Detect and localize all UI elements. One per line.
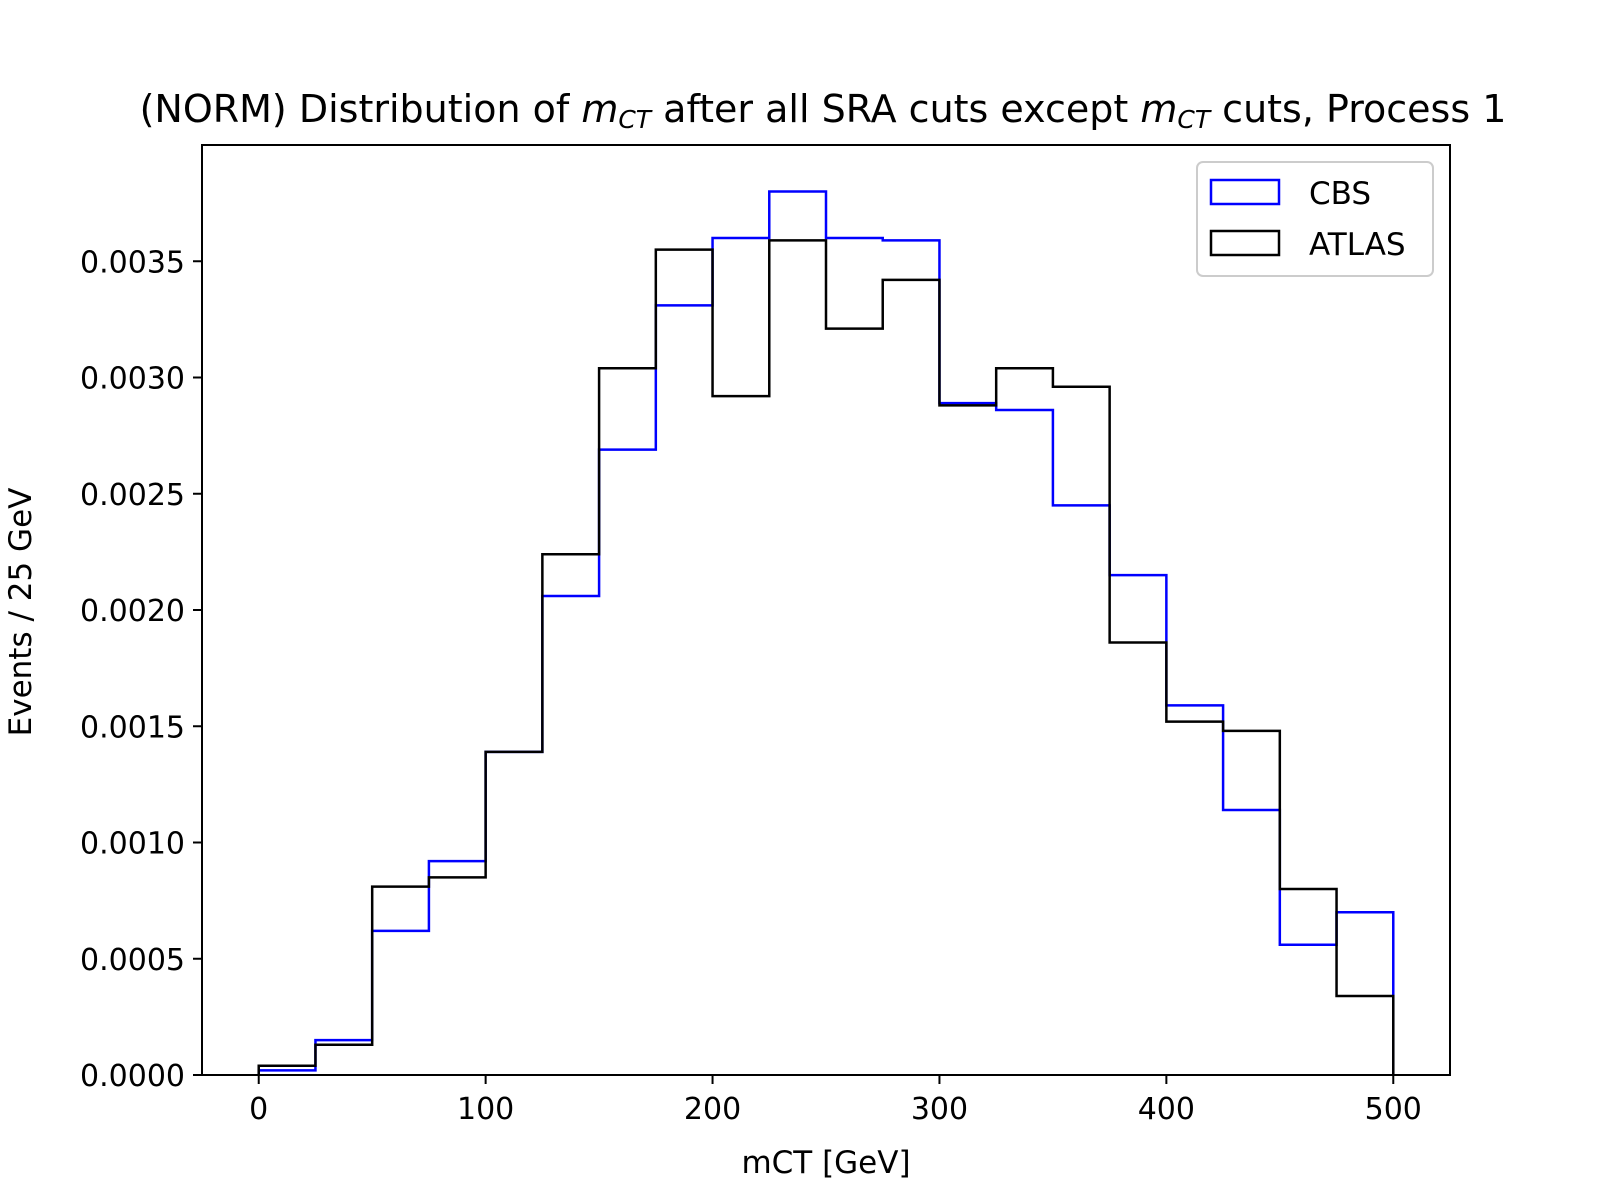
x-tick-label: 0 <box>249 1092 268 1127</box>
chart-title: (NORM) Distribution of mCT after all SRA… <box>140 87 1507 134</box>
y-tick-label: 0.0005 <box>80 943 185 978</box>
series-layer <box>257 190 1395 1075</box>
x-tick-label: 300 <box>911 1092 968 1127</box>
legend-swatch-atlas <box>1209 229 1281 257</box>
y-tick-label: 0.0010 <box>80 827 185 862</box>
x-axis-label: mCT [GeV] <box>741 1145 910 1181</box>
y-tick-label: 0.0020 <box>80 594 185 629</box>
x-tick-label: 200 <box>684 1092 741 1127</box>
y-axis-label: Events / 25 GeV <box>3 488 39 737</box>
legend: CBS ATLAS <box>1196 161 1434 277</box>
legend-label-atlas: ATLAS <box>1309 227 1406 263</box>
y-tick-label: 0.0030 <box>80 362 185 397</box>
y-tick-label: 0.0035 <box>80 245 185 280</box>
x-axis-ticks: 0 100 200 300 400 500 <box>249 1075 1422 1127</box>
series-atlas-step-line <box>257 239 1395 1075</box>
x-tick-label: 400 <box>1138 1092 1195 1127</box>
y-tick-label: 0.0000 <box>80 1059 185 1094</box>
y-tick-label: 0.0015 <box>80 710 185 745</box>
y-axis-ticks: 0.0000 0.0005 0.0010 0.0015 0.0020 0.0025 0.00… <box>80 245 202 1094</box>
x-tick-label: 100 <box>457 1092 514 1127</box>
legend-label-cbs: CBS <box>1309 176 1371 212</box>
legend-box <box>1196 161 1434 277</box>
legend-swatch-cbs <box>1209 178 1281 206</box>
x-tick-label: 500 <box>1365 1092 1422 1127</box>
y-tick-label: 0.0025 <box>80 478 185 513</box>
